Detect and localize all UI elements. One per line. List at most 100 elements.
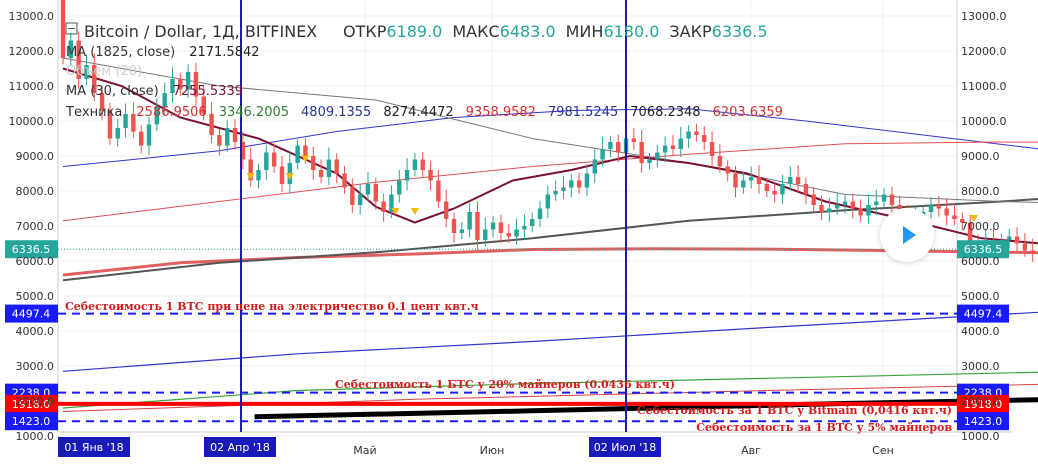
candle-body-100 — [842, 201, 848, 205]
y-tick-right-10: 3000.0 — [961, 360, 1000, 373]
candle-body-44 — [404, 170, 410, 181]
ma-gray-long — [62, 198, 1038, 282]
candle-body-82 — [702, 135, 707, 142]
candle-body-103 — [866, 205, 871, 216]
candle-body-15 — [178, 79, 183, 90]
candle-body-39 — [365, 184, 371, 195]
candle-body-16 — [185, 72, 191, 90]
candle-body-62 — [545, 194, 551, 209]
candle-body-4 — [92, 65, 97, 93]
y-tick-left-0: 13000.0 — [9, 10, 55, 23]
y-tick-right-4: 9000.0 — [961, 150, 1000, 163]
level-tag-right-3 — [957, 412, 1009, 431]
x-tick-2: Авг — [741, 444, 761, 457]
ohlc-part-1: 6189.0 — [386, 22, 442, 41]
candle-body-86 — [733, 173, 738, 188]
candle-body-21 — [225, 128, 230, 146]
candle-body-88 — [748, 177, 754, 181]
candle-body-47 — [428, 170, 433, 181]
y-tick-left-1: 12000.0 — [9, 45, 55, 58]
indicator-2: MA (30, close) 7255.5339 — [66, 84, 243, 99]
candle-body-6 — [107, 110, 113, 139]
candle-body-98 — [827, 208, 832, 212]
price-tag-left — [5, 240, 58, 259]
candle-body-93 — [788, 177, 793, 184]
candle-body-2 — [76, 40, 81, 79]
date-badge-2 — [589, 437, 661, 457]
level-tag-right-0 — [957, 304, 1009, 323]
candle-body-9 — [131, 114, 136, 132]
indicator-0: MA (1825, close) 2171.5842 — [66, 45, 260, 60]
candle-body-31 — [303, 145, 308, 156]
y-tick-right-9: 4000.0 — [961, 325, 1000, 338]
y-tick-left-3: 10000.0 — [9, 115, 55, 128]
ohlc-part-4: МИН — [566, 22, 604, 41]
y-tick-right-2: 11000.0 — [961, 80, 1007, 93]
ma-30 — [62, 67, 1038, 245]
date-badge-0 — [58, 437, 130, 457]
candle-body-76 — [655, 152, 660, 160]
candle-body-35 — [334, 159, 339, 174]
candle-body-49 — [443, 201, 449, 219]
level-tag-right-label-0: 4497.4 — [964, 308, 1003, 321]
candle-body-36 — [342, 173, 347, 188]
y-tick-right-5: 8000.0 — [961, 185, 1000, 198]
candle-body-75 — [647, 159, 652, 163]
candle-body-89 — [756, 177, 762, 184]
candle-body-38 — [357, 194, 363, 205]
candle-body-85 — [725, 166, 730, 174]
candle-body-20 — [217, 135, 222, 146]
candle-body-96 — [811, 194, 816, 205]
signal-marker-5 — [970, 215, 979, 222]
indicator-3: Техника 2586.9506 3346.2005 4809.1355 8274.4… — [65, 105, 783, 120]
level-tag-right-2 — [957, 394, 1009, 413]
indicator-3-value-3: 8274.4472 — [383, 105, 453, 120]
y-tick-left-10: 3000.0 — [16, 360, 55, 373]
candle-body-121 — [1007, 236, 1012, 240]
signal-marker-0 — [246, 173, 255, 180]
y-tick-right-12: 1000.0 — [961, 430, 1000, 443]
indicator-label-2: MA (30, close) — [66, 84, 159, 99]
indicator-label-3: Техника — [65, 105, 122, 120]
ohlc-line: ОТКР6189.0 МАКС6483.0 МИН6180.0 ЗАКР6336.5 — [343, 22, 768, 41]
candle-body-124 — [1030, 250, 1035, 254]
candle-body-37 — [350, 187, 355, 205]
level-tag-right-label-3: 1423.0 — [964, 415, 1003, 428]
date-badge-1 — [204, 437, 276, 457]
candle-body-12 — [154, 107, 160, 125]
candle-body-112 — [936, 205, 942, 209]
candle-body-123 — [1022, 243, 1028, 251]
candle-body-7 — [115, 128, 120, 139]
x-tick-1: Июн — [480, 444, 505, 457]
candle-body-56 — [498, 222, 504, 233]
candle-body-52 — [467, 212, 472, 230]
candle-body-10 — [139, 131, 144, 146]
candle-body-50 — [451, 219, 457, 233]
indicator-0-value-0: 2171.5842 — [189, 45, 259, 60]
candle-body-71 — [616, 142, 621, 153]
y-tick-left-11: 2000.0 — [16, 395, 55, 408]
candle-body-67 — [584, 173, 590, 188]
candle-body-102 — [858, 208, 863, 216]
signal-marker-4 — [410, 208, 419, 215]
y-tick-right-11: 2000.0 — [961, 395, 1000, 408]
indicator-3-value-5: 7981.5245 — [548, 105, 618, 120]
candle-body-114 — [952, 215, 957, 219]
candle-body-40 — [373, 184, 378, 202]
play-button[interactable] — [880, 208, 934, 262]
indicator-3-value-2: 4809.1355 — [301, 105, 371, 120]
candle-body-90 — [764, 184, 769, 191]
signal-marker-2 — [301, 155, 310, 163]
ma-red-mid — [62, 141, 1038, 222]
candle-body-24 — [248, 159, 253, 181]
candle-body-59 — [522, 226, 527, 230]
candle-body-48 — [436, 180, 441, 202]
candle-body-65 — [569, 180, 574, 188]
candle-body-46 — [420, 159, 425, 170]
candle-body-26 — [264, 152, 269, 170]
candle-body-27 — [271, 152, 277, 167]
candle-body-68 — [592, 159, 597, 174]
candle-body-57 — [506, 233, 511, 237]
